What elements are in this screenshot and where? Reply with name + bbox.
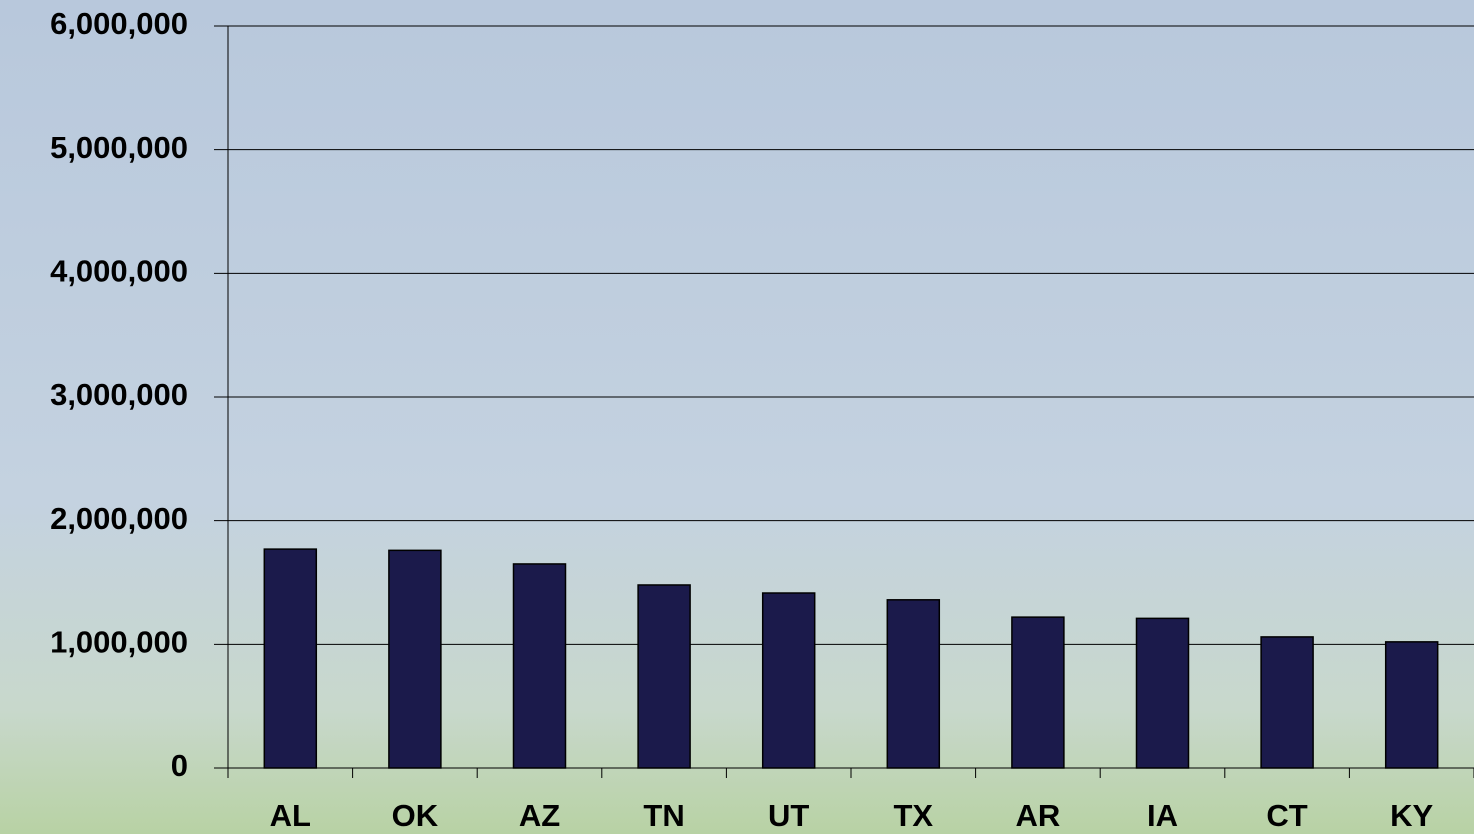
bar bbox=[263, 548, 318, 769]
x-tick-label: UT bbox=[768, 798, 809, 833]
y-tick-label: 0 bbox=[171, 748, 188, 783]
bar bbox=[1011, 616, 1065, 769]
bar bbox=[886, 599, 941, 769]
x-tick-label: TN bbox=[643, 798, 684, 833]
x-tick-label: KY bbox=[1390, 798, 1433, 833]
y-tick-label: 1,000,000 bbox=[50, 625, 188, 660]
x-tick-label: AZ bbox=[519, 798, 560, 833]
y-tick-label: 3,000,000 bbox=[50, 377, 188, 412]
bar bbox=[761, 592, 816, 769]
y-tick-label: 5,000,000 bbox=[50, 130, 188, 165]
x-tick-label: AL bbox=[270, 798, 311, 833]
x-tick-label: CT bbox=[1266, 798, 1307, 833]
y-tick-label: 4,000,000 bbox=[50, 254, 188, 289]
bar bbox=[388, 549, 442, 769]
x-tick-label: IA bbox=[1147, 798, 1178, 833]
y-tick-label: 6,000,000 bbox=[50, 6, 188, 41]
bar bbox=[1135, 617, 1190, 769]
bar bbox=[512, 563, 567, 769]
bar bbox=[1260, 636, 1314, 769]
y-tick-label: 2,000,000 bbox=[50, 501, 188, 536]
x-tick-label: TX bbox=[893, 798, 933, 833]
x-tick-label: OK bbox=[392, 798, 439, 833]
bar bbox=[637, 584, 691, 769]
x-tick-label: AR bbox=[1016, 798, 1061, 833]
bar bbox=[1384, 641, 1439, 769]
